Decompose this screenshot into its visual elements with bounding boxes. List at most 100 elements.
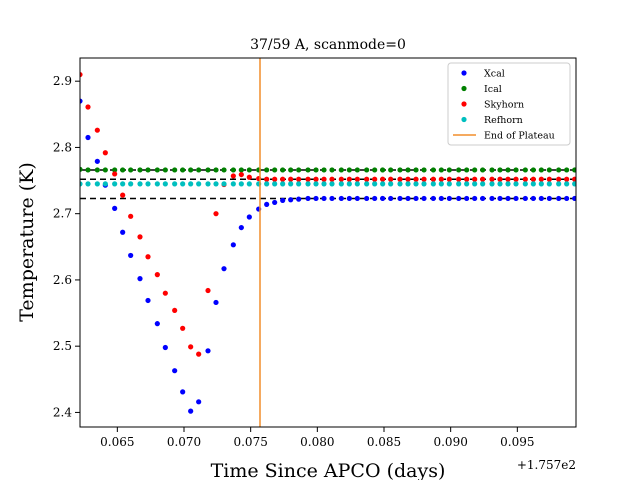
- data-point-refhorn: [80, 181, 83, 187]
- data-point-ical: [438, 167, 444, 173]
- data-point-xcal: [413, 195, 419, 202]
- data-point-refhorn: [388, 181, 394, 187]
- data-point-skyhorn: [556, 176, 562, 182]
- data-point-skyhorn: [464, 176, 470, 182]
- data-point-ical: [372, 167, 378, 173]
- data-point-xcal: [238, 224, 244, 231]
- data-point-xcal: [489, 195, 495, 202]
- data-point-xcal: [305, 195, 311, 202]
- legend: Xcal Ical Skyhorn Refhorn End of Plateau: [447, 62, 571, 146]
- data-point-refhorn: [372, 181, 378, 187]
- data-point-ical: [280, 167, 286, 173]
- x-axis-offset-label: +1.757e2: [517, 458, 576, 472]
- data-point-skyhorn: [246, 174, 252, 180]
- x-tick-label: 0.075: [233, 435, 267, 449]
- data-point-refhorn: [405, 181, 411, 187]
- data-point-refhorn: [296, 181, 302, 187]
- data-point-xcal: [172, 368, 178, 374]
- data-point-refhorn: [128, 181, 134, 187]
- x-axis-label: Time Since APCO (days): [211, 460, 446, 480]
- data-point-xcal: [329, 195, 335, 202]
- x-tick-label: 0.065: [100, 435, 134, 449]
- data-point-xcal: [421, 195, 427, 202]
- data-point-ical: [305, 167, 311, 173]
- data-point-skyhorn: [172, 307, 178, 314]
- data-point-ical: [530, 167, 536, 173]
- data-point-xcal: [497, 195, 503, 202]
- data-point-refhorn: [321, 181, 327, 187]
- data-point-refhorn: [313, 181, 319, 187]
- data-point-ical: [472, 167, 478, 173]
- data-point-refhorn: [329, 181, 335, 187]
- y-tick-label: 2.4: [53, 405, 72, 419]
- data-point-refhorn: [221, 181, 227, 187]
- data-point-xcal: [372, 195, 378, 202]
- data-point-refhorn: [556, 181, 562, 187]
- data-point-refhorn: [280, 181, 286, 187]
- data-point-xcal: [530, 195, 536, 202]
- data-point-ical: [522, 167, 528, 173]
- data-point-skyhorn: [572, 176, 576, 182]
- data-point-skyhorn: [522, 176, 528, 182]
- data-point-ical: [128, 167, 134, 173]
- data-point-skyhorn: [145, 254, 151, 260]
- data-point-ical: [446, 167, 452, 173]
- data-point-xcal: [205, 348, 211, 354]
- data-point-xcal: [388, 195, 394, 202]
- data-point-refhorn: [264, 181, 270, 187]
- data-point-ical: [405, 167, 411, 173]
- data-point-xcal: [188, 408, 194, 414]
- data-point-skyhorn: [546, 176, 552, 182]
- data-point-refhorn: [272, 181, 278, 187]
- data-point-skyhorn: [128, 213, 134, 219]
- data-point-ical: [513, 167, 519, 173]
- data-point-refhorn: [456, 181, 462, 187]
- data-point-skyhorn: [472, 176, 478, 182]
- data-point-refhorn: [538, 181, 544, 187]
- data-point-skyhorn: [480, 176, 486, 182]
- data-point-refhorn: [505, 181, 511, 187]
- data-point-skyhorn: [346, 176, 352, 182]
- data-point-refhorn: [464, 181, 470, 187]
- y-tick-label: 2.5: [53, 339, 72, 353]
- data-point-refhorn: [246, 181, 252, 187]
- data-point-xcal: [112, 205, 118, 211]
- data-point-xcal: [180, 389, 186, 395]
- data-point-xcal: [380, 195, 386, 202]
- y-axis-label: Temperature (K): [16, 162, 38, 322]
- data-point-skyhorn: [321, 176, 327, 182]
- data-point-refhorn: [213, 181, 219, 187]
- data-point-xcal: [346, 195, 352, 202]
- data-point-xcal: [230, 242, 236, 248]
- data-point-xcal: [464, 195, 470, 202]
- data-point-refhorn: [446, 181, 452, 187]
- legend-label: Xcal: [484, 69, 505, 80]
- data-point-refhorn: [572, 181, 576, 187]
- data-point-ical: [388, 167, 394, 173]
- data-point-refhorn: [338, 181, 344, 187]
- y-tick-label: 2.7: [53, 207, 72, 221]
- data-point-ical: [364, 167, 370, 173]
- data-point-xcal: [397, 195, 403, 202]
- data-point-xcal: [321, 195, 327, 202]
- data-point-refhorn: [230, 181, 236, 187]
- data-point-refhorn: [430, 181, 436, 187]
- data-point-skyhorn: [196, 351, 202, 357]
- data-point-refhorn: [102, 181, 108, 187]
- data-point-xcal: [364, 195, 370, 202]
- data-point-ical: [480, 167, 486, 173]
- data-point-xcal: [572, 195, 576, 202]
- data-point-xcal: [556, 195, 562, 202]
- x-tick-label: 0.080: [300, 435, 334, 449]
- data-point-ical: [397, 167, 403, 173]
- data-point-ical: [213, 167, 219, 173]
- data-point-ical: [430, 167, 436, 173]
- data-point-refhorn: [112, 181, 118, 187]
- data-point-skyhorn: [288, 176, 294, 182]
- data-point-skyhorn: [213, 211, 219, 217]
- data-point-refhorn: [513, 181, 519, 187]
- data-point-skyhorn: [513, 176, 519, 182]
- data-point-skyhorn: [446, 176, 452, 182]
- data-point-xcal: [313, 195, 319, 202]
